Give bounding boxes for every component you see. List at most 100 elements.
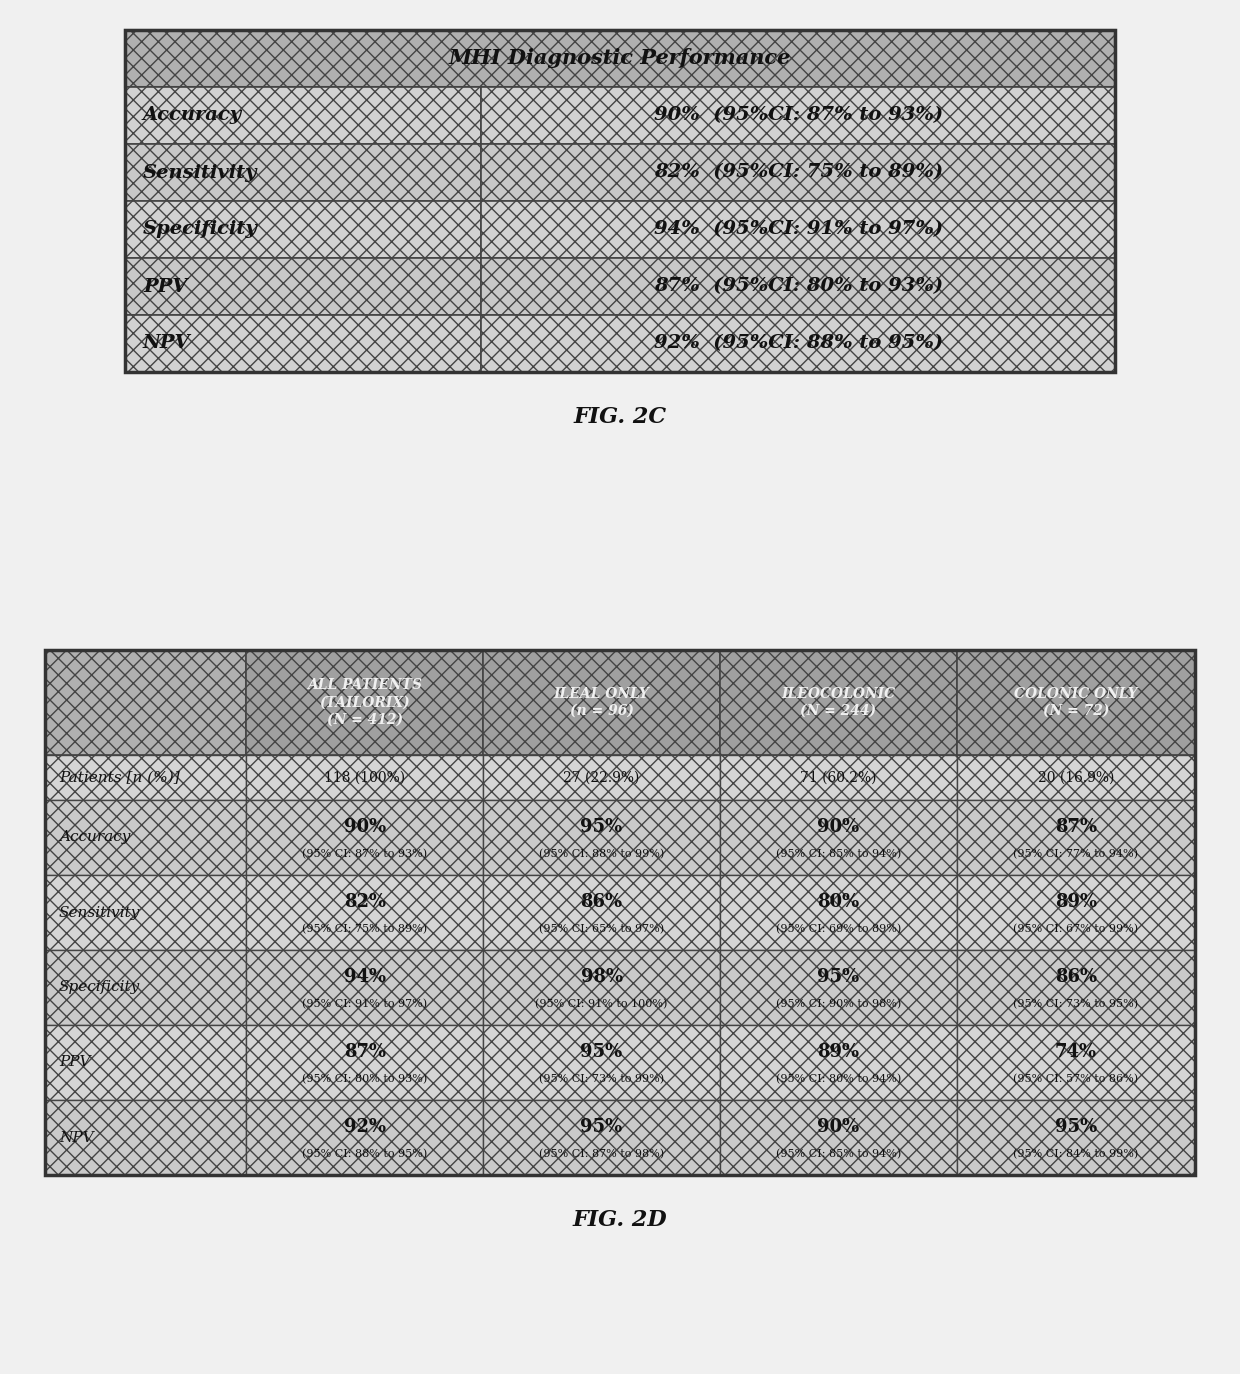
Bar bbox=[247, 1025, 484, 1101]
Bar bbox=[45, 1025, 247, 1101]
Bar bbox=[484, 800, 720, 875]
Bar bbox=[957, 949, 1195, 1025]
Text: 94%: 94% bbox=[343, 969, 386, 987]
Text: 87%  (95%CI: 80% to 93%): 87% (95%CI: 80% to 93%) bbox=[653, 278, 942, 295]
Text: 94%  (95%CI: 91% to 97%): 94% (95%CI: 91% to 97%) bbox=[653, 220, 942, 239]
Text: 95%: 95% bbox=[817, 969, 859, 987]
Bar bbox=[45, 875, 247, 949]
Text: MHI Diagnostic Performance: MHI Diagnostic Performance bbox=[449, 48, 791, 69]
Text: (95% CI: 87% to 93%): (95% CI: 87% to 93%) bbox=[303, 849, 428, 859]
Text: 95%: 95% bbox=[580, 1043, 622, 1061]
Text: (95% CI: 84% to 99%): (95% CI: 84% to 99%) bbox=[1013, 1149, 1138, 1160]
Text: Patients [n (%)]: Patients [n (%)] bbox=[60, 771, 180, 785]
Bar bbox=[247, 754, 484, 800]
Bar bbox=[720, 1025, 957, 1101]
Text: (95% CI: 87% to 98%): (95% CI: 87% to 98%) bbox=[539, 1149, 665, 1160]
Text: (95% CI: 91% to 100%): (95% CI: 91% to 100%) bbox=[536, 999, 668, 1009]
Bar bbox=[481, 258, 1115, 315]
Bar bbox=[720, 800, 957, 875]
Bar bbox=[481, 201, 1115, 258]
Text: (95% CI: 57% to 86%): (95% CI: 57% to 86%) bbox=[1013, 1074, 1138, 1084]
Bar bbox=[481, 144, 1115, 201]
Bar bbox=[957, 1101, 1195, 1175]
Text: 92%  (95%CI: 88% to 95%): 92% (95%CI: 88% to 95%) bbox=[653, 334, 942, 353]
Text: 87%: 87% bbox=[343, 1043, 386, 1061]
Bar bbox=[957, 800, 1195, 875]
Bar bbox=[957, 1025, 1195, 1101]
Bar bbox=[45, 1101, 247, 1175]
Text: FIG. 2C: FIG. 2C bbox=[573, 405, 667, 427]
Text: 80%: 80% bbox=[817, 893, 859, 911]
Bar bbox=[484, 1025, 720, 1101]
Bar bbox=[125, 144, 481, 201]
Text: (95% CI: 69% to 89%): (95% CI: 69% to 89%) bbox=[776, 923, 901, 934]
Bar bbox=[45, 754, 247, 800]
Text: (95% CI: 67% to 99%): (95% CI: 67% to 99%) bbox=[1013, 923, 1138, 934]
Bar bbox=[484, 875, 720, 949]
Text: (95% CI: 77% to 94%): (95% CI: 77% to 94%) bbox=[1013, 849, 1138, 859]
Bar bbox=[720, 875, 957, 949]
Bar bbox=[45, 650, 1195, 1175]
Text: (95% CI: 88% to 99%): (95% CI: 88% to 99%) bbox=[539, 849, 665, 859]
Text: 90%: 90% bbox=[817, 1118, 859, 1136]
Bar bbox=[957, 650, 1195, 754]
Bar bbox=[484, 754, 720, 800]
Bar bbox=[247, 875, 484, 949]
Text: ALL PATIENTS
(TAILORIX)
(N = 412): ALL PATIENTS (TAILORIX) (N = 412) bbox=[308, 679, 422, 727]
Text: 74%: 74% bbox=[1055, 1043, 1097, 1061]
Bar bbox=[247, 1101, 484, 1175]
Text: PPV: PPV bbox=[143, 278, 187, 295]
Text: 89%: 89% bbox=[817, 1043, 859, 1061]
Bar bbox=[957, 754, 1195, 800]
Text: COLONIC ONLY
(N = 72): COLONIC ONLY (N = 72) bbox=[1014, 687, 1138, 719]
Text: (95% CI: 73% to 95%): (95% CI: 73% to 95%) bbox=[1013, 999, 1138, 1009]
Text: 95%: 95% bbox=[1055, 1118, 1097, 1136]
Text: Accuracy: Accuracy bbox=[60, 830, 130, 845]
Text: 90%: 90% bbox=[343, 818, 386, 835]
Bar bbox=[484, 650, 720, 754]
Text: 98%: 98% bbox=[580, 969, 622, 987]
Bar bbox=[125, 315, 481, 372]
Text: NPV: NPV bbox=[60, 1131, 94, 1145]
Bar bbox=[484, 949, 720, 1025]
Text: Specificity: Specificity bbox=[60, 981, 140, 995]
Text: 92%: 92% bbox=[343, 1118, 386, 1136]
Text: NPV: NPV bbox=[143, 334, 191, 353]
Text: 86%: 86% bbox=[580, 893, 622, 911]
Bar bbox=[125, 201, 481, 258]
Text: 90%  (95%CI: 87% to 93%): 90% (95%CI: 87% to 93%) bbox=[653, 107, 942, 125]
Text: ILEOCOLONIC
(N = 244): ILEOCOLONIC (N = 244) bbox=[781, 687, 895, 719]
Bar bbox=[125, 87, 481, 144]
Text: 82%  (95%CI: 75% to 89%): 82% (95%CI: 75% to 89%) bbox=[653, 164, 942, 181]
Bar bbox=[45, 650, 247, 754]
Bar bbox=[125, 30, 1115, 87]
Text: 87%: 87% bbox=[1055, 818, 1097, 835]
Text: PPV: PPV bbox=[60, 1055, 91, 1069]
Bar bbox=[481, 87, 1115, 144]
Bar bbox=[481, 315, 1115, 372]
Text: 89%: 89% bbox=[1055, 893, 1097, 911]
Text: 95%: 95% bbox=[580, 1118, 622, 1136]
Bar bbox=[720, 1101, 957, 1175]
Text: 118 (100%): 118 (100%) bbox=[324, 771, 405, 785]
Text: 20 (16.9%): 20 (16.9%) bbox=[1038, 771, 1115, 785]
Bar bbox=[720, 650, 957, 754]
Bar bbox=[45, 800, 247, 875]
Text: (95% CI: 65% to 97%): (95% CI: 65% to 97%) bbox=[539, 923, 665, 934]
Text: 90%: 90% bbox=[817, 818, 859, 835]
Text: Accuracy: Accuracy bbox=[143, 107, 242, 125]
Bar bbox=[247, 800, 484, 875]
Bar bbox=[247, 650, 484, 754]
Text: 82%: 82% bbox=[343, 893, 386, 911]
Bar bbox=[45, 949, 247, 1025]
Text: (95% CI: 90% to 98%): (95% CI: 90% to 98%) bbox=[776, 999, 901, 1009]
Bar bbox=[957, 875, 1195, 949]
Text: 86%: 86% bbox=[1055, 969, 1097, 987]
Text: (95% CI: 85% to 94%): (95% CI: 85% to 94%) bbox=[776, 849, 901, 859]
Text: (95% CI: 85% to 94%): (95% CI: 85% to 94%) bbox=[776, 1149, 901, 1160]
Text: (95% CI: 73% to 99%): (95% CI: 73% to 99%) bbox=[539, 1074, 665, 1084]
Text: 27 (22.9%): 27 (22.9%) bbox=[563, 771, 640, 785]
Bar bbox=[125, 258, 481, 315]
Text: FIG. 2D: FIG. 2D bbox=[573, 1209, 667, 1231]
Text: (95% CI: 80% to 93%): (95% CI: 80% to 93%) bbox=[303, 1074, 428, 1084]
